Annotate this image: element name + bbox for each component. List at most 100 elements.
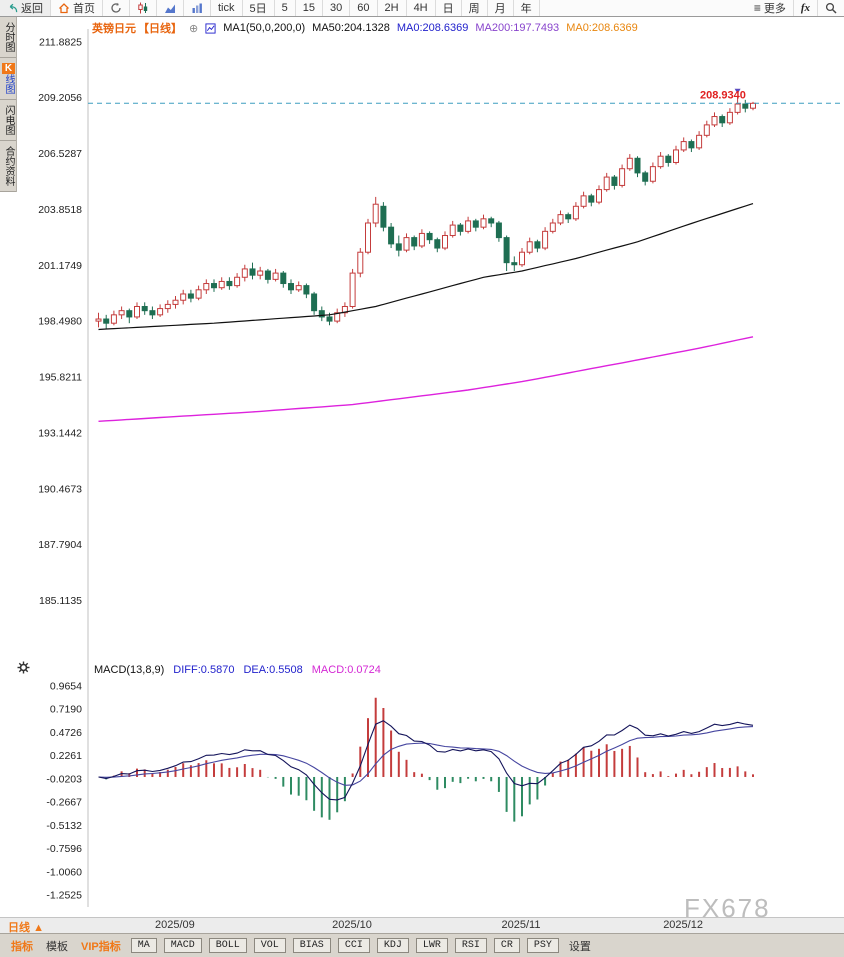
timeframe-15[interactable]: 15 [296, 0, 323, 16]
macd-dea-value: DEA:0.5508 [243, 664, 303, 676]
candle-body [511, 262, 518, 266]
candle-body [719, 116, 726, 124]
macd-axis-label: 0.2261 [50, 750, 82, 762]
tab-templates[interactable]: 模板 [46, 940, 68, 953]
candle-body [157, 308, 164, 316]
price-chart-canvas[interactable]: 211.8825 209.2056 206.5287 203.8518 201.1749… [16, 17, 844, 917]
macd-axis-label: -0.2667 [46, 797, 82, 809]
x-axis-month-label: 2025/10 [332, 919, 372, 931]
indicator-settings-icon[interactable] [205, 22, 216, 34]
more-button[interactable]: ≡ 更多 [747, 0, 794, 16]
back-button[interactable]: 返回 [0, 0, 51, 16]
home-button[interactable]: 首页 [51, 0, 103, 16]
candle-body [180, 293, 187, 301]
candle-body [434, 239, 441, 249]
sidebar-item-contract-info[interactable]: 合约资料 [0, 141, 16, 192]
candle-body [596, 189, 602, 203]
kline-chart-type-button[interactable] [130, 0, 157, 16]
candle-body [426, 232, 433, 241]
y-axis-label: 209.2056 [38, 92, 82, 104]
candle-body [195, 289, 202, 299]
candle-body [226, 280, 233, 287]
candle-body [734, 103, 741, 113]
indicator-psy[interactable]: PSY [526, 938, 559, 953]
candle-body [657, 155, 664, 168]
fx-icon: fx [800, 2, 810, 14]
timeframe-4H[interactable]: 4H [407, 0, 436, 16]
indicator-lwr[interactable]: LWR [415, 938, 448, 953]
high-price-marker-icon [734, 88, 741, 94]
candle-body [288, 283, 294, 291]
x-axis-month-label: 2025/11 [501, 919, 541, 931]
candle-body [280, 272, 287, 285]
top-toolbar: 返回 首页 [0, 0, 844, 17]
indicator-cci[interactable]: CCI [337, 938, 370, 953]
indicator-gear-icon[interactable] [17, 661, 30, 679]
indicator-cr[interactable]: CR [493, 938, 520, 953]
macd-axis-label: 0.7190 [50, 704, 82, 716]
timeframe-30[interactable]: 30 [323, 0, 351, 16]
timeframe-5日[interactable]: 5日 [243, 0, 275, 16]
sidebar-item-kline[interactable]: K线图 [0, 58, 16, 100]
candle-body [603, 176, 610, 191]
candle-body [303, 285, 310, 295]
timeframe-年[interactable]: 年 [514, 0, 540, 16]
indicator-ma[interactable]: MA [130, 938, 157, 953]
candle-body [164, 303, 171, 310]
indicator-bias[interactable]: BIAS [292, 938, 331, 953]
formula-button[interactable]: fx [794, 0, 818, 16]
timeframe-tick[interactable]: tick [211, 0, 243, 16]
period-dropdown-arrow-icon: ▲ [33, 922, 44, 934]
search-icon [825, 2, 837, 14]
timeframe-月[interactable]: 月 [488, 0, 514, 16]
timeframe-5[interactable]: 5 [275, 0, 296, 16]
candle-body [211, 283, 217, 289]
timeframe-2H[interactable]: 2H [378, 0, 407, 16]
area-chart-type-button[interactable] [157, 0, 184, 16]
add-compare-icon[interactable]: ⊕ [189, 22, 199, 35]
y-axis-label: 190.4673 [38, 483, 82, 495]
indicator-kdj[interactable]: KDJ [376, 938, 409, 953]
bar-chart-type-button[interactable] [184, 0, 211, 16]
timeframe-周[interactable]: 周 [462, 0, 488, 16]
indicator-boll[interactable]: BOLL [208, 938, 247, 953]
candle-body [326, 316, 333, 322]
ma200-line [98, 336, 754, 422]
candle-body [680, 141, 687, 151]
candle-body [519, 251, 525, 266]
ma0-value-b: MA0:208.6369 [566, 22, 638, 34]
candle-body [580, 195, 587, 207]
settings-button[interactable]: 设置 [568, 940, 591, 953]
candle-body [134, 305, 140, 318]
candlestick-plot [95, 88, 756, 422]
search-button[interactable] [818, 0, 844, 16]
home-icon [59, 3, 69, 14]
candle-body [619, 168, 626, 186]
bar-chart-icon [192, 3, 202, 13]
candle-body [634, 157, 641, 174]
tab-indicators[interactable]: 指标 [11, 940, 33, 953]
indicator-vol[interactable]: VOL [253, 938, 286, 953]
home-label: 首页 [73, 3, 95, 15]
timeframe-60[interactable]: 60 [350, 0, 378, 16]
candle-body [103, 318, 110, 324]
period-dropdown-label: 日线 [8, 922, 30, 934]
candle-body [488, 218, 495, 224]
ma0-value-a: MA0:208.6369 [396, 22, 469, 34]
sidebar-item-flash[interactable]: 闪电图 [0, 100, 16, 141]
period-dropdown[interactable]: 日线 ▲ [8, 919, 44, 935]
x-axis-strip: 日线 ▲ 2025/09 2025/10 2025/11 2025/12 [0, 917, 844, 935]
candle-body [703, 124, 710, 136]
refresh-button[interactable] [103, 0, 130, 16]
diff-line [98, 720, 754, 801]
y-axis-label: 201.1749 [38, 260, 82, 272]
tab-vip-indicators[interactable]: VIP指标 [81, 940, 121, 953]
indicator-rsi[interactable]: RSI [454, 938, 487, 953]
chart-header: 英镑日元 【日线】 ⊕ MA1(50,0,200,0) MA50:204.132… [92, 20, 638, 36]
timeframe-日[interactable]: 日 [436, 0, 462, 16]
candle-body [249, 268, 256, 276]
candle-body [457, 224, 464, 232]
indicator-macd[interactable]: MACD [163, 938, 202, 953]
sidebar-item-time-share[interactable]: 分时图 [0, 17, 16, 58]
candle-body [526, 241, 533, 253]
